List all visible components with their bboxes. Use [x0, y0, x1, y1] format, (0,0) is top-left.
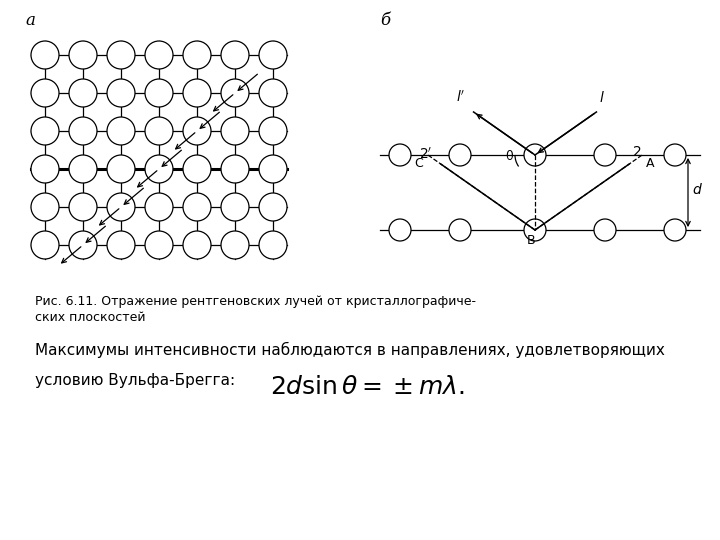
Text: a: a: [25, 12, 35, 29]
Circle shape: [69, 117, 97, 145]
Circle shape: [183, 231, 211, 259]
Text: C: C: [414, 157, 423, 170]
Text: Рис. 6.11. Отражение рентгеновских лучей от кристаллографиче-: Рис. 6.11. Отражение рентгеновских лучей…: [35, 295, 476, 308]
Circle shape: [389, 219, 411, 241]
Circle shape: [31, 193, 59, 221]
Circle shape: [69, 193, 97, 221]
Text: условию Вульфа-Брегга:: условию Вульфа-Брегга:: [35, 373, 235, 388]
Circle shape: [145, 117, 173, 145]
Circle shape: [69, 41, 97, 69]
Circle shape: [594, 144, 616, 166]
Circle shape: [31, 41, 59, 69]
Circle shape: [183, 193, 211, 221]
Circle shape: [259, 155, 287, 183]
Circle shape: [183, 79, 211, 107]
Text: ских плоскостей: ских плоскостей: [35, 311, 145, 324]
Circle shape: [664, 144, 686, 166]
Circle shape: [145, 231, 173, 259]
Circle shape: [221, 117, 249, 145]
Circle shape: [221, 41, 249, 69]
Circle shape: [221, 193, 249, 221]
Circle shape: [107, 79, 135, 107]
Circle shape: [259, 79, 287, 107]
Text: $2d\sin\theta = \pm m\lambda.$: $2d\sin\theta = \pm m\lambda.$: [270, 375, 464, 399]
Text: $l$: $l$: [600, 90, 606, 105]
Text: θ: θ: [505, 150, 513, 163]
Circle shape: [259, 41, 287, 69]
Text: B: B: [527, 234, 535, 247]
Circle shape: [107, 155, 135, 183]
Circle shape: [183, 41, 211, 69]
Text: Максимумы интенсивности наблюдаются в направлениях, удовлетворяющих: Максимумы интенсивности наблюдаются в на…: [35, 342, 665, 358]
Circle shape: [145, 79, 173, 107]
Circle shape: [69, 231, 97, 259]
Text: A: A: [646, 157, 654, 170]
Circle shape: [594, 219, 616, 241]
Circle shape: [524, 144, 546, 166]
Circle shape: [221, 155, 249, 183]
Circle shape: [183, 117, 211, 145]
Text: $2$: $2$: [632, 145, 642, 159]
Circle shape: [259, 193, 287, 221]
Text: $2'$: $2'$: [419, 147, 432, 162]
Circle shape: [31, 231, 59, 259]
Circle shape: [107, 41, 135, 69]
Circle shape: [145, 155, 173, 183]
Text: б: б: [380, 12, 390, 29]
Circle shape: [69, 79, 97, 107]
Circle shape: [31, 79, 59, 107]
Circle shape: [389, 144, 411, 166]
Circle shape: [449, 219, 471, 241]
Circle shape: [221, 79, 249, 107]
Circle shape: [259, 231, 287, 259]
Circle shape: [664, 219, 686, 241]
Circle shape: [145, 41, 173, 69]
Circle shape: [69, 155, 97, 183]
Circle shape: [449, 144, 471, 166]
Text: $l'$: $l'$: [456, 90, 465, 105]
Circle shape: [107, 193, 135, 221]
Circle shape: [107, 117, 135, 145]
Circle shape: [31, 117, 59, 145]
Circle shape: [145, 193, 173, 221]
Text: $d$: $d$: [692, 183, 703, 198]
Circle shape: [183, 155, 211, 183]
Circle shape: [107, 231, 135, 259]
Circle shape: [524, 219, 546, 241]
Circle shape: [221, 231, 249, 259]
Circle shape: [31, 155, 59, 183]
Circle shape: [259, 117, 287, 145]
